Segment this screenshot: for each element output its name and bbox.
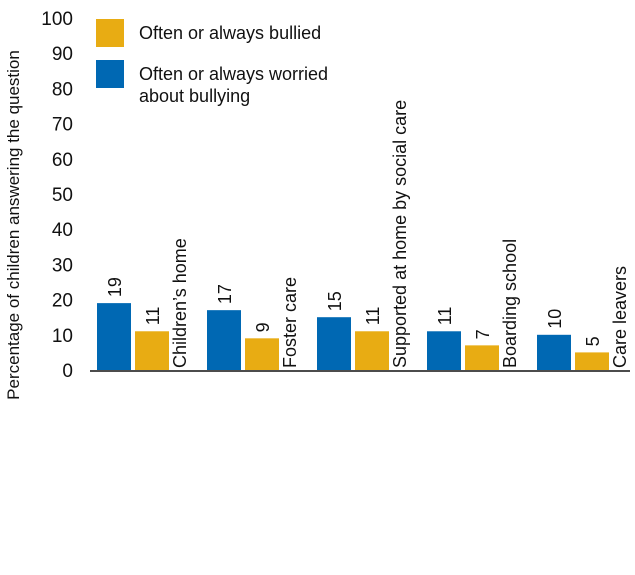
data-label-worried: 17 (215, 284, 235, 304)
y-tick-label: 40 (52, 220, 73, 241)
data-label-bullied: 11 (363, 307, 383, 326)
data-label-bullied: 9 (253, 322, 273, 332)
category-label: Boarding school (500, 239, 520, 368)
bar-group: 15 11 Supported at home by social care (317, 100, 410, 370)
bar-bullied (355, 331, 389, 370)
bars-group: 19 11 Children’s home 17 9 Foster care 15 11 Sup… (97, 100, 630, 370)
y-tick-label: 20 (52, 291, 73, 312)
y-axis-ticks: 0 10 20 30 40 50 60 70 80 90 100 (41, 9, 73, 382)
legend-label: about bullying (139, 86, 250, 106)
legend-swatch (96, 60, 124, 88)
category-label: Supported at home by social care (390, 100, 410, 368)
legend-label: Often or always bullied (139, 23, 321, 43)
category-label: Foster care (280, 277, 300, 368)
data-label-bullied: 5 (583, 336, 603, 346)
bar-bullied (575, 352, 609, 370)
data-label-worried: 15 (325, 291, 345, 311)
y-tick-label: 50 (52, 185, 73, 206)
bar-group: 19 11 Children’s home (97, 238, 190, 370)
bar-group: 11 7 Boarding school (427, 239, 520, 370)
bar-bullied (245, 338, 279, 370)
data-label-bullied: 7 (473, 329, 493, 339)
bar-bullied (465, 345, 499, 370)
legend: Often or always bullied Often or always w… (96, 19, 328, 106)
y-tick-label: 80 (52, 79, 73, 100)
y-axis-title: Percentage of children answering the que… (4, 50, 23, 400)
data-label-worried: 19 (105, 277, 125, 297)
bar-bullied (135, 331, 169, 370)
bar-group: 10 5 Care leavers (537, 266, 630, 370)
bar-group: 17 9 Foster care (207, 277, 300, 370)
bar-worried (537, 334, 571, 370)
category-label: Care leavers (610, 266, 630, 368)
y-tick-label: 60 (52, 150, 73, 171)
legend-label: Often or always worried (139, 64, 328, 84)
legend-swatch (96, 19, 124, 47)
legend-item: Often or always bullied (96, 19, 321, 47)
y-tick-label: 70 (52, 115, 73, 136)
bar-worried (207, 310, 241, 370)
y-tick-label: 30 (52, 255, 73, 276)
y-tick-label: 100 (41, 9, 73, 30)
bar-worried (427, 331, 461, 370)
data-label-worried: 10 (545, 309, 565, 329)
y-tick-label: 10 (52, 326, 73, 347)
y-tick-label: 90 (52, 44, 73, 65)
y-tick-label: 0 (62, 361, 73, 382)
bar-worried (97, 303, 131, 370)
data-label-worried: 11 (435, 307, 455, 326)
category-label: Children’s home (170, 238, 190, 368)
bar-worried (317, 317, 351, 370)
data-label-bullied: 11 (143, 307, 163, 326)
